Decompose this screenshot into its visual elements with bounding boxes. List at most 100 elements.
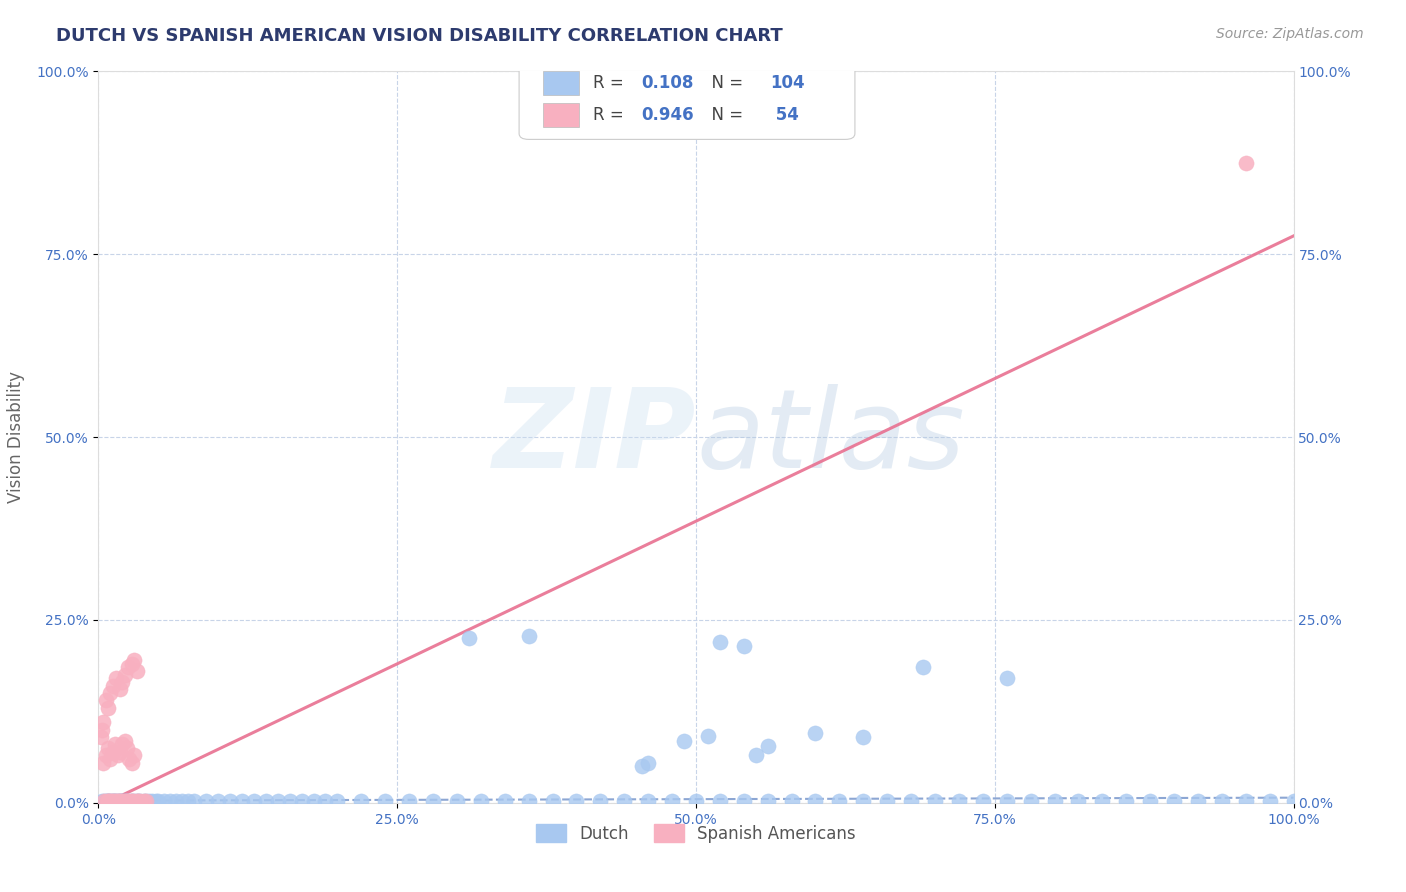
Point [108,794,131,808]
Point [972,794,994,808]
Point [111,794,134,808]
Point [1163,794,1185,808]
Point [177,794,200,808]
Point [98,752,122,766]
Point [96,794,118,808]
Point [115,794,138,808]
Point [1234,794,1257,808]
Point [470,794,492,808]
Point [105,794,128,808]
Point [96,794,118,808]
Text: R =: R = [593,106,630,124]
Point [995,672,1018,686]
Point [117,660,139,674]
Text: R =: R = [593,74,630,92]
Point [124,794,146,808]
Point [350,794,373,808]
Point [315,794,337,808]
Point [101,794,124,808]
Point [124,794,146,808]
Point [1139,794,1161,808]
Point [91,715,114,730]
Point [100,794,122,808]
Point [517,794,540,808]
Point [153,794,176,808]
Point [231,794,253,808]
Point [103,794,125,808]
Point [207,794,229,808]
Point [1067,794,1090,808]
Point [302,794,325,808]
Point [422,794,444,808]
Point [98,794,122,808]
Point [107,794,129,808]
Point [114,667,136,681]
Point [398,794,420,808]
Point [104,737,127,751]
Point [97,794,120,808]
Point [111,675,134,690]
Point [1187,794,1209,808]
Point [613,794,636,808]
FancyBboxPatch shape [543,103,579,127]
Point [110,794,132,808]
Point [900,794,922,808]
Point [114,794,136,808]
Text: Source: ZipAtlas.com: Source: ZipAtlas.com [1216,27,1364,41]
Point [243,794,266,808]
Point [804,726,827,740]
Point [995,794,1018,808]
Point [98,686,122,700]
Point [195,794,218,808]
Point [94,748,117,763]
Point [125,794,148,808]
Point [101,794,124,808]
Point [129,794,152,808]
Legend: Dutch, Spanish Americans: Dutch, Spanish Americans [530,818,862,849]
Point [183,794,205,808]
FancyBboxPatch shape [519,58,855,139]
Point [124,748,146,763]
Point [91,756,114,770]
Point [948,794,970,808]
Point [541,794,564,808]
Point [107,794,129,808]
Point [697,729,720,743]
Point [94,794,117,808]
Point [124,653,146,667]
Point [172,794,194,808]
Point [98,794,122,808]
Point [90,730,112,744]
Point [589,794,612,808]
Point [1234,156,1257,170]
Point [631,759,654,773]
Point [924,794,946,808]
Point [165,794,187,808]
Point [121,756,143,770]
Point [852,730,875,744]
Point [1211,794,1233,808]
Point [852,794,875,808]
Point [733,639,755,653]
Point [141,794,163,808]
Point [374,794,396,808]
Point [219,794,242,808]
Point [104,794,127,808]
Point [661,794,683,808]
Point [129,794,152,808]
Point [148,794,170,808]
Point [138,794,160,808]
Point [1258,794,1281,808]
Point [637,794,659,808]
Point [458,632,481,646]
Point [120,794,142,808]
Point [125,794,148,808]
Point [1019,794,1042,808]
Point [159,794,181,808]
Point [291,794,314,808]
Point [673,733,696,747]
Point [97,794,120,808]
Point [267,794,290,808]
Text: 0.946: 0.946 [641,106,693,124]
Point [565,794,588,808]
